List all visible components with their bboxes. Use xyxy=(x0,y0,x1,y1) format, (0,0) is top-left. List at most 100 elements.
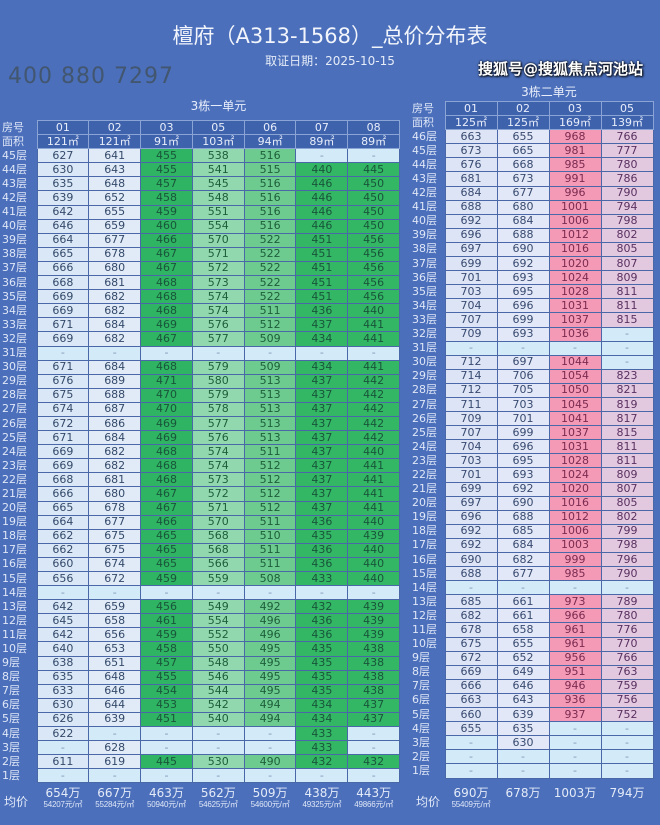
price-cell: 809 xyxy=(600,467,654,483)
price-cell: 675 xyxy=(36,387,90,403)
floor-row: 32层 669 682 467 577 509 434 441 xyxy=(0,331,401,347)
price-cell: 440 xyxy=(347,444,401,460)
price-cell: 441 xyxy=(347,359,401,375)
floor-label: 36层 xyxy=(2,275,27,289)
price-cell: 490 xyxy=(243,754,297,770)
average-total: 1003万 xyxy=(553,787,597,799)
price-cell: 1037 xyxy=(548,312,602,328)
price-cell: 467 xyxy=(140,486,193,502)
price-cell: 435 xyxy=(295,641,349,657)
floor-label: 10层 xyxy=(412,637,437,651)
floor-label: 31层 xyxy=(2,346,27,360)
price-cell: - xyxy=(347,585,401,601)
price-cell: 652 xyxy=(496,650,550,666)
room-number: 05 xyxy=(600,100,654,117)
floor-row: 41层 688 680 1001 794 xyxy=(410,199,654,215)
price-cell: 937 xyxy=(548,707,602,723)
price-cell: 682 xyxy=(496,551,550,568)
price-cell: 627 xyxy=(36,148,90,164)
price-cell: 811 xyxy=(600,284,654,300)
price-cell: 669 xyxy=(36,444,90,460)
price-cell: - xyxy=(600,340,654,356)
average-price: 678万 xyxy=(497,787,549,799)
floor-label: 30层 xyxy=(2,360,27,374)
price-cell: 628 xyxy=(88,740,142,756)
price-cell: 973 xyxy=(548,594,602,610)
price-cell: 1006 xyxy=(548,523,602,539)
price-cell: 437 xyxy=(295,415,349,432)
price-cell: - xyxy=(347,726,401,742)
floor-row: 3层 -628- - -433- xyxy=(0,740,401,756)
price-cell: 439 xyxy=(347,528,401,544)
price-cell: 435 xyxy=(295,655,349,671)
price-cell: 455 xyxy=(140,162,193,178)
price-cell: 671 xyxy=(36,359,90,375)
price-cell: - xyxy=(36,585,90,601)
floor-label: 39层 xyxy=(412,228,437,242)
price-cell: 692 xyxy=(496,481,550,497)
price-cell: 985 xyxy=(548,566,602,582)
price-cell: 1031 xyxy=(548,298,602,314)
price-cell: 635 xyxy=(36,176,90,192)
price-cell: 456 xyxy=(347,260,401,277)
room-area: 139㎡ xyxy=(600,115,654,131)
floor-label: 8层 xyxy=(2,670,20,684)
area-label: 面积 xyxy=(2,134,24,148)
price-cell: 703 xyxy=(496,396,550,413)
price-cell: 495 xyxy=(243,655,297,671)
average-per-sqm: 50940元/㎡ xyxy=(147,800,186,809)
floor-label: 1层 xyxy=(412,763,430,777)
room-header-row: 房号 01 02 03 05 xyxy=(410,100,654,117)
price-cell: 512 xyxy=(243,500,297,516)
price-cell: 675 xyxy=(88,542,142,558)
floor-row: 24层 704 696 1031 811 xyxy=(410,439,654,455)
average-total: 667万 xyxy=(97,787,133,800)
price-cell: 445 xyxy=(140,754,193,770)
price-cell: 467 xyxy=(140,260,193,277)
price-cell: 446 xyxy=(295,176,349,192)
price-cell: 437 xyxy=(347,697,401,713)
price-cell: 811 xyxy=(600,298,654,314)
price-cell: 439 xyxy=(347,599,401,615)
floor-label: 45层 xyxy=(412,143,437,157)
average-price: 690万 55409元/㎡ xyxy=(445,787,497,811)
phone-watermark: 400 880 7297 xyxy=(8,64,174,89)
price-cell: 711 xyxy=(444,396,498,413)
price-cell: 686 xyxy=(88,415,142,432)
price-cell: - xyxy=(88,345,142,361)
price-cell: 678 xyxy=(444,622,498,638)
floor-label: 10层 xyxy=(2,642,27,656)
price-cell: 639 xyxy=(88,711,142,728)
floor-label: 7层 xyxy=(412,679,430,693)
price-cell: 648 xyxy=(88,669,142,685)
price-cell: 630 xyxy=(36,697,90,713)
price-cell: - xyxy=(140,345,193,361)
floor-label: 44层 xyxy=(412,157,437,171)
price-cell: 573 xyxy=(191,275,245,291)
floor-label: 19层 xyxy=(412,510,437,524)
price-cell: 660 xyxy=(444,707,498,723)
floor-row: 37层 699 692 1020 807 xyxy=(410,256,654,272)
floor-row: 36层 701 693 1024 809 xyxy=(410,270,654,286)
price-cell: - xyxy=(347,345,401,361)
price-cell: - xyxy=(548,763,602,779)
price-cell: 985 xyxy=(548,157,602,173)
price-cell: 458 xyxy=(140,641,193,657)
price-cell: 571 xyxy=(191,246,245,262)
price-cell: 682 xyxy=(444,608,498,624)
price-cell: 522 xyxy=(243,246,297,262)
price-cell: 435 xyxy=(295,528,349,544)
price-cell: 492 xyxy=(243,599,297,615)
room-area: 121㎡ xyxy=(88,134,142,150)
floor-label: 37层 xyxy=(412,256,437,270)
price-cell: 666 xyxy=(36,486,90,502)
price-cell: 1012 xyxy=(548,227,602,243)
price-cell: 456 xyxy=(347,289,401,305)
floor-row: 33层 707 699 1037 815 xyxy=(410,312,654,328)
price-cell: - xyxy=(88,726,142,742)
price-cell: 494 xyxy=(243,697,297,713)
price-cell: 681 xyxy=(88,275,142,291)
price-cell: 469 xyxy=(140,317,193,333)
price-cell: - xyxy=(36,345,90,361)
price-cell: 548 xyxy=(191,655,245,671)
